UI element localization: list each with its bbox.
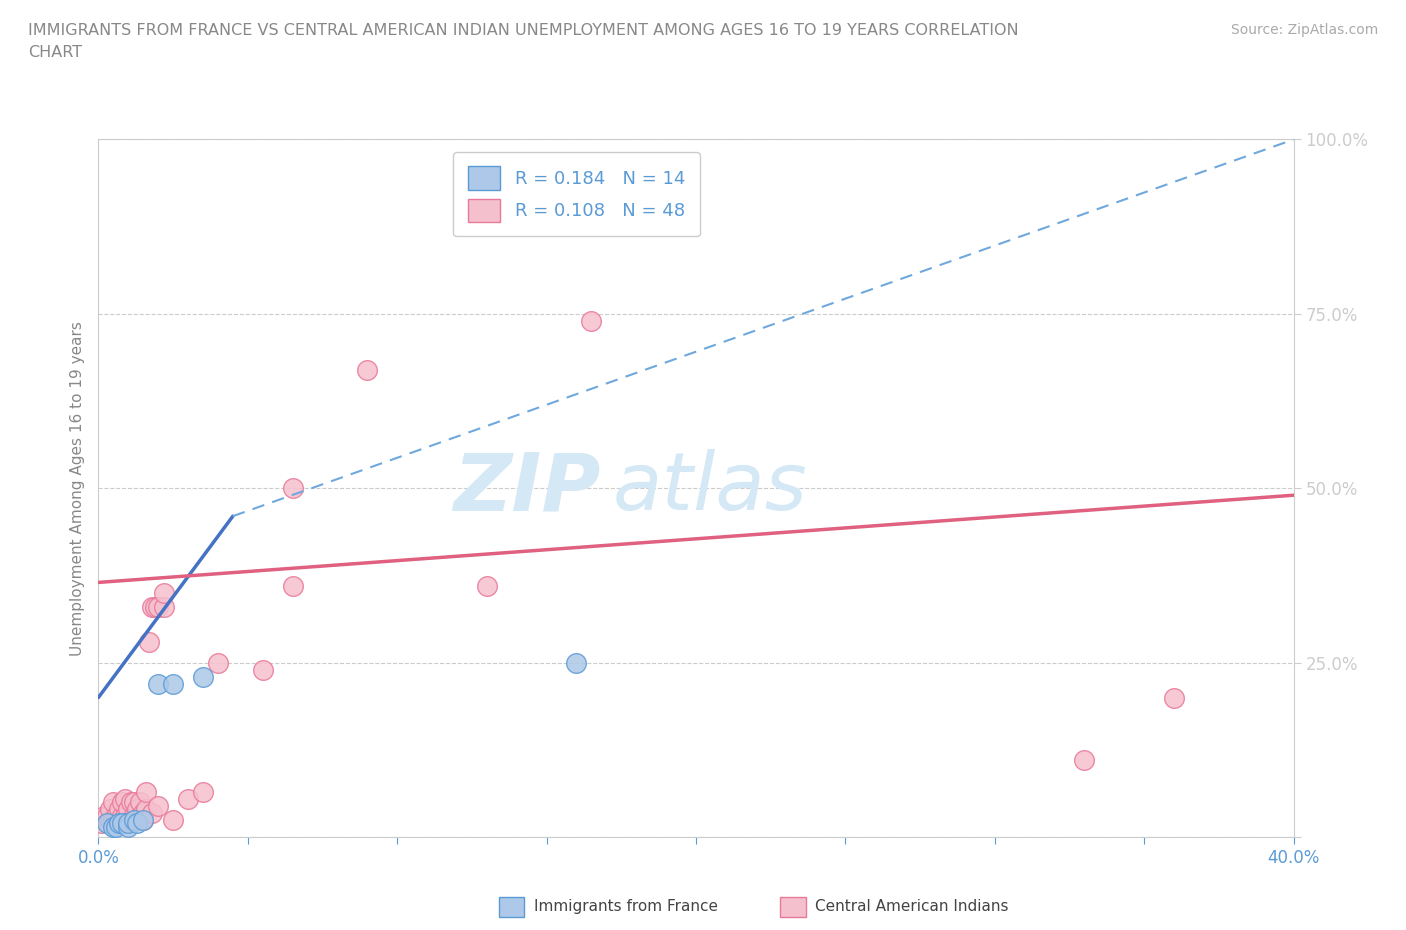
Point — [475, 578, 498, 593]
Point — [103, 812, 125, 827]
Point — [98, 802, 122, 817]
Point — [127, 812, 149, 827]
Point — [105, 809, 128, 824]
Point — [141, 600, 163, 615]
Point — [124, 812, 146, 827]
Point — [1163, 690, 1185, 705]
Point — [111, 794, 134, 809]
Point — [207, 655, 229, 670]
Point — [143, 600, 166, 615]
Point — [148, 676, 170, 691]
Point — [108, 812, 131, 827]
Point — [135, 784, 157, 799]
Point — [117, 802, 139, 817]
Point — [120, 794, 142, 809]
Point — [117, 812, 139, 827]
Point — [141, 805, 163, 820]
Point — [132, 805, 155, 820]
Point — [111, 816, 134, 830]
Legend: R = 0.184   N = 14, R = 0.108   N = 48: R = 0.184 N = 14, R = 0.108 N = 48 — [453, 152, 700, 236]
Text: ZIP: ZIP — [453, 449, 600, 527]
Point — [103, 794, 125, 809]
Text: Central American Indians: Central American Indians — [815, 899, 1010, 914]
Point — [565, 655, 588, 670]
Point — [108, 816, 131, 830]
Point — [90, 816, 112, 830]
Point — [162, 676, 184, 691]
Point — [111, 809, 134, 824]
Point — [108, 802, 131, 817]
Text: Source: ZipAtlas.com: Source: ZipAtlas.com — [1230, 23, 1378, 37]
Point — [127, 816, 149, 830]
Point — [96, 816, 118, 830]
Text: Immigrants from France: Immigrants from France — [534, 899, 718, 914]
Point — [132, 812, 155, 827]
Y-axis label: Unemployment Among Ages 16 to 19 years: Unemployment Among Ages 16 to 19 years — [69, 321, 84, 656]
Point — [127, 802, 149, 817]
Point — [93, 809, 115, 824]
Point — [129, 794, 152, 809]
Point — [177, 791, 200, 806]
Text: CHART: CHART — [28, 45, 82, 60]
Point — [117, 819, 139, 834]
Point — [98, 812, 122, 827]
Point — [129, 809, 152, 824]
Point — [105, 819, 128, 834]
Point — [191, 784, 214, 799]
Point — [153, 586, 176, 601]
Point — [117, 816, 139, 830]
Point — [252, 662, 274, 677]
Point — [356, 362, 378, 378]
Point — [124, 809, 146, 824]
Point — [114, 809, 136, 824]
Point — [281, 578, 304, 593]
Point — [148, 798, 170, 813]
Point — [120, 812, 142, 827]
Point — [153, 600, 176, 615]
Point — [132, 812, 155, 827]
Point — [103, 819, 125, 834]
Point — [281, 481, 304, 496]
Point — [191, 670, 214, 684]
Text: atlas: atlas — [612, 449, 807, 527]
Point — [96, 809, 118, 824]
Point — [1073, 753, 1095, 768]
Point — [162, 812, 184, 827]
Point — [135, 802, 157, 817]
Point — [148, 600, 170, 615]
Point — [114, 791, 136, 806]
Text: IMMIGRANTS FROM FRANCE VS CENTRAL AMERICAN INDIAN UNEMPLOYMENT AMONG AGES 16 TO : IMMIGRANTS FROM FRANCE VS CENTRAL AMERIC… — [28, 23, 1019, 38]
Point — [124, 794, 146, 809]
Point — [581, 313, 603, 328]
Point — [138, 634, 160, 649]
